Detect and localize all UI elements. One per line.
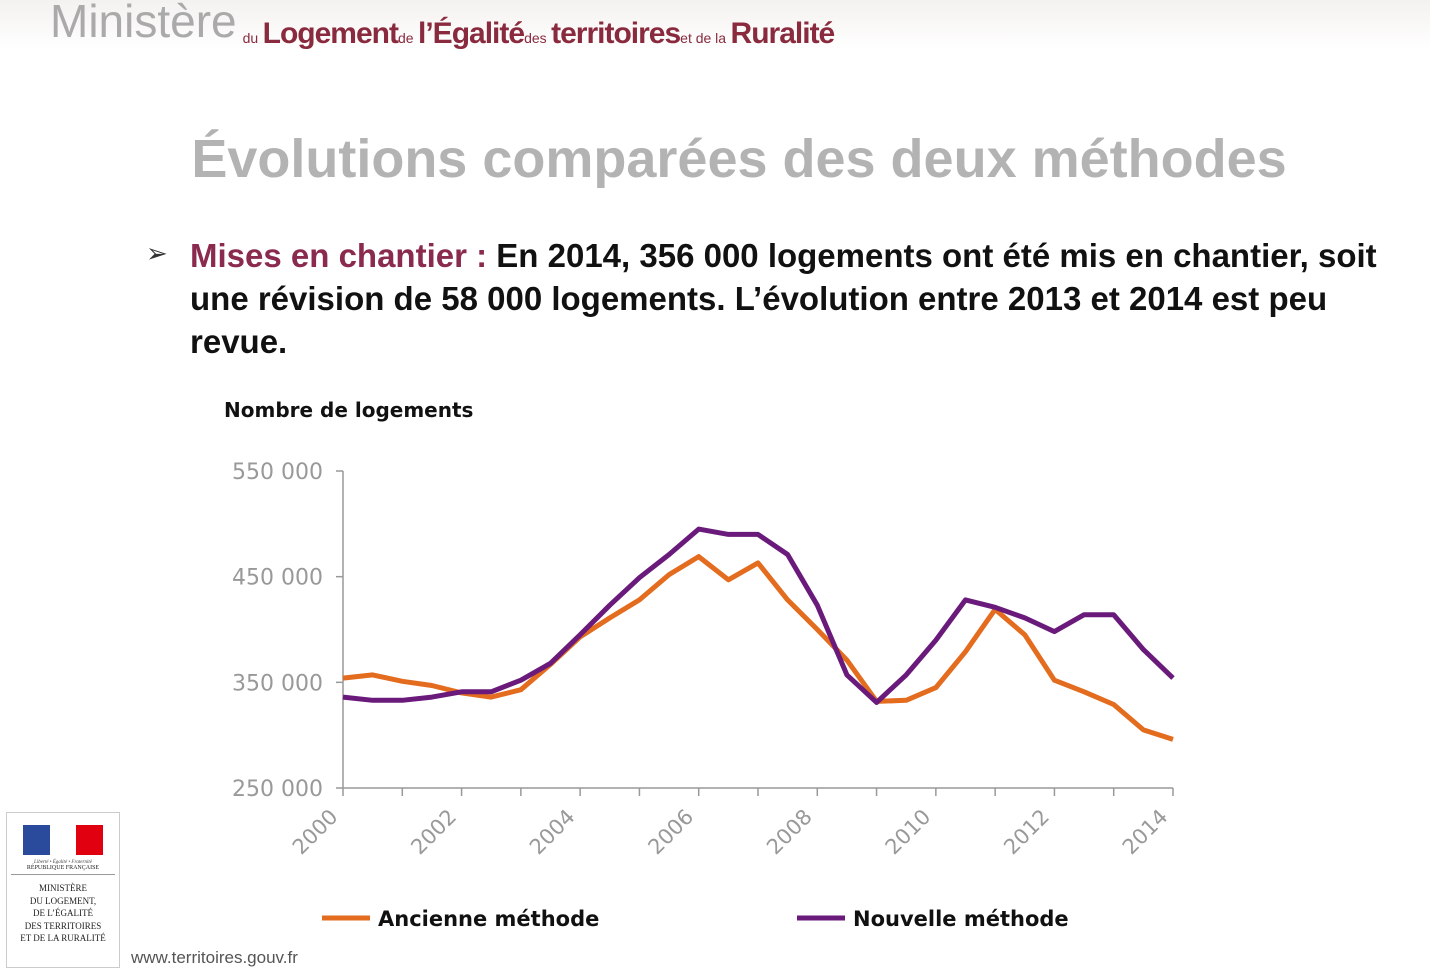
x-tick-label: 2008 — [762, 805, 817, 860]
logo-ministry-line: DE L’ÉGALITÉ — [33, 908, 93, 918]
y-tick-label: 250 000 — [232, 777, 323, 802]
header: Ministère du Logementde l’Égalitédes terr… — [0, 0, 1430, 50]
series-line — [342, 526, 1175, 705]
x-tick-label: 2014 — [1118, 805, 1173, 860]
header-word: des — [524, 30, 547, 46]
legend-label: Ancienne méthode — [378, 907, 599, 931]
header-word: et de la — [680, 30, 727, 46]
bullet-label: Mises en chantier : — [190, 237, 488, 274]
x-tick-label: 2000 — [288, 805, 343, 860]
header-word: Logement — [262, 17, 399, 50]
y-axis-title: Nombre de logements — [224, 398, 473, 422]
header-word: l’Égalité — [418, 17, 525, 50]
x-tick-label: 2006 — [643, 805, 698, 860]
bullet: Mises en chantier : En 2014, 356 000 log… — [190, 234, 1430, 363]
logo-ministry-line: MINISTÈRE — [39, 883, 87, 893]
logo: Liberté • Égalité • Fraternité RÉPUBLIQU… — [6, 812, 120, 968]
logo-ministry-line: ET DE LA RURALITÉ — [20, 933, 106, 943]
x-tick-label: 2002 — [406, 805, 461, 860]
logo-republic: RÉPUBLIQUE FRANÇAISE — [11, 865, 115, 875]
bullet-arrow: ➢ — [146, 238, 168, 268]
header-word: Ministère — [50, 0, 237, 47]
y-tick-label: 350 000 — [232, 671, 323, 696]
header-text: du Logementde l’Égalitédes territoireset… — [242, 17, 836, 50]
logo-ministry-line: DES TERRITOIRES — [24, 920, 102, 931]
logo-ministry-line: DU LOGEMENT, — [29, 895, 97, 906]
header-word: de — [397, 30, 414, 46]
legend-label: Nouvelle méthode — [853, 907, 1069, 931]
logo-motto: Liberté • Égalité • Fraternité — [34, 860, 92, 865]
y-tick-label: 550 000 — [232, 460, 323, 485]
header-word: Ruralité — [730, 17, 836, 50]
header-word: du — [242, 30, 259, 46]
x-tick-label: 2010 — [881, 805, 936, 860]
footer-url: www.territoires.gouv.fr — [131, 948, 298, 967]
logo-ministry: MINISTÈRE DU LOGEMENT, DE L’ÉGALITÉ DES TER… — [7, 882, 119, 945]
flag — [23, 825, 103, 855]
slide-title: Évolutions comparées des deux méthodes — [191, 129, 1287, 189]
y-tick-label: 450 000 — [232, 566, 323, 591]
x-tick-label: 2004 — [525, 805, 580, 860]
series-line — [342, 554, 1174, 742]
header-word: territoires — [551, 17, 681, 50]
bullet-text: En 2014, 356 000 logements ont été mis e… — [190, 237, 1377, 360]
x-tick-label: 2012 — [999, 805, 1054, 860]
